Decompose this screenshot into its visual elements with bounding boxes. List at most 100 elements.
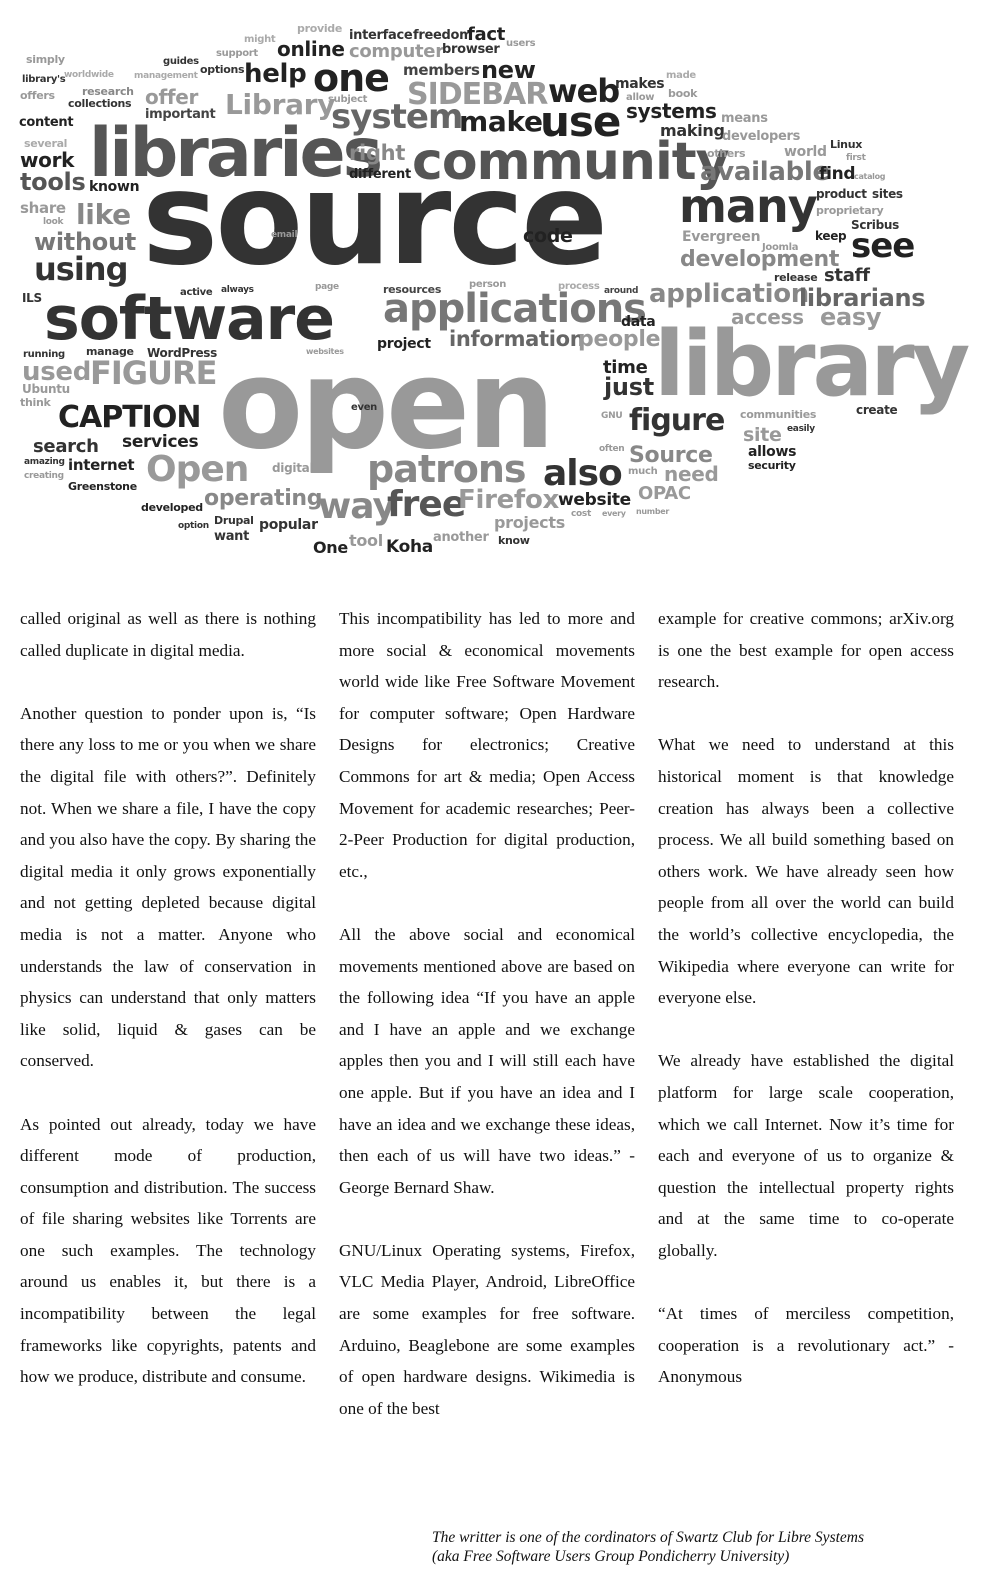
word-cloud-word: share xyxy=(20,199,66,217)
word-cloud-word: libraries xyxy=(89,114,381,193)
word-cloud-word: find xyxy=(819,164,855,184)
word-cloud-word: community xyxy=(412,132,729,192)
word-cloud-word: another xyxy=(433,530,489,545)
word-cloud-word: always xyxy=(221,285,254,295)
word-cloud-word: simply xyxy=(26,53,65,66)
word-cloud-word: browser xyxy=(442,42,500,57)
word-cloud-word: website xyxy=(558,490,631,510)
author-note: The writter is one of the cordinators of… xyxy=(432,1528,952,1566)
word-cloud-word: guides xyxy=(163,56,199,67)
word-cloud-word: Joomla xyxy=(761,242,798,253)
word-cloud-word: websites xyxy=(306,347,344,356)
word-cloud-word: security xyxy=(748,459,796,472)
word-cloud-word: catalog xyxy=(854,172,886,181)
word-cloud-word: Firefox xyxy=(458,485,560,515)
word-cloud-word: used xyxy=(22,357,91,387)
word-cloud-word: library xyxy=(654,312,970,417)
word-cloud-word: source xyxy=(142,145,605,294)
word-cloud-word: just xyxy=(603,373,654,401)
word-cloud-word: like xyxy=(76,198,131,231)
word-cloud-word: tools xyxy=(20,168,85,196)
word-cloud-word: Koha xyxy=(386,537,433,557)
word-cloud-word: product xyxy=(816,187,867,201)
word-cloud-word: right xyxy=(349,141,405,165)
word-cloud-word: available xyxy=(700,157,830,187)
word-cloud-word: known xyxy=(89,179,139,195)
word-cloud-word: librarians xyxy=(799,284,925,312)
paragraph: Another question to ponder upon is, “Is … xyxy=(20,703,316,1071)
word-cloud-word: might xyxy=(244,34,276,45)
word-cloud-word: much xyxy=(628,466,658,477)
word-cloud-word: think xyxy=(20,396,51,409)
word-cloud-word: site xyxy=(743,424,782,446)
word-cloud-word: often xyxy=(599,444,624,454)
word-cloud-word: systems xyxy=(626,99,717,123)
word-cloud-word: manage xyxy=(86,345,134,358)
word-cloud-word: amazing xyxy=(24,457,65,467)
word-cloud-word: fact xyxy=(467,24,506,45)
word-cloud-word: developers xyxy=(722,129,801,144)
word-cloud-word: need xyxy=(664,462,718,486)
word-cloud-word: even xyxy=(351,402,377,413)
paragraph: What we need to understand at this histo… xyxy=(658,735,954,1008)
paragraph: example for creative commons; arXiv.org … xyxy=(658,609,954,692)
word-cloud-word: interface xyxy=(349,28,413,43)
word-cloud-word: help xyxy=(244,59,306,89)
article-column-1: called original as well as there is noth… xyxy=(20,603,316,1393)
word-cloud-word: also xyxy=(543,453,622,494)
word-cloud-word: resources xyxy=(383,283,442,296)
word-cloud-word: means xyxy=(721,111,768,126)
word-cloud-word: offers xyxy=(20,89,56,102)
word-cloud-word: support xyxy=(216,48,258,59)
word-cloud-word: online xyxy=(277,37,345,61)
author-note-line: (aka Free Software Users Group Pondicher… xyxy=(432,1548,790,1565)
word-cloud-word: popular xyxy=(259,517,318,533)
word-cloud-word: access xyxy=(731,305,804,329)
word-cloud-word: makes xyxy=(615,76,664,92)
word-cloud-word: important xyxy=(145,107,215,122)
word-cloud-word: figure xyxy=(629,403,724,438)
word-cloud-word: worldwide xyxy=(64,70,114,80)
word-cloud-word: research xyxy=(82,85,134,98)
word-cloud-word: many xyxy=(679,179,818,233)
word-cloud-word: first xyxy=(846,153,867,163)
word-cloud-word: One xyxy=(313,538,348,557)
word-cloud-word: Library xyxy=(225,88,335,121)
word-cloud-word: time xyxy=(603,357,648,378)
word-cloud-word: several xyxy=(24,137,67,150)
word-cloud-word: number xyxy=(636,507,669,516)
word-cloud-word: cost xyxy=(571,509,592,519)
word-cloud-word: world xyxy=(784,144,827,160)
word-cloud-word: use xyxy=(540,97,620,146)
paragraph: GNU/Linux Operating systems, Firefox, VL… xyxy=(339,1240,635,1418)
word-cloud-word: keep xyxy=(815,229,847,243)
paragraph: “At times of merciless competition, coop… xyxy=(658,1304,954,1387)
word-cloud-word: management xyxy=(134,71,199,81)
word-cloud-word: one xyxy=(313,56,389,100)
word-cloud-word: see xyxy=(851,226,914,266)
word-cloud-word: free xyxy=(387,484,465,525)
word-cloud-word: options xyxy=(200,63,245,76)
word-cloud-word: allow xyxy=(626,92,654,103)
author-note-line: The writter is one of the cordinators of… xyxy=(432,1529,865,1546)
word-cloud-word: option xyxy=(178,521,209,531)
word-cloud-word: digital xyxy=(272,461,313,475)
word-cloud-word: running xyxy=(23,349,65,360)
paragraph: This incompatibility has led to more and… xyxy=(339,609,635,881)
word-cloud-word: application xyxy=(649,279,809,309)
word-cloud-word: GNU xyxy=(601,411,622,421)
word-cloud-word: OPAC xyxy=(638,483,691,504)
word-cloud-word: allows xyxy=(748,444,796,460)
word-cloud-word: offer xyxy=(145,85,199,109)
word-cloud-word: collections xyxy=(68,97,132,110)
word-cloud-word: computer xyxy=(349,41,444,62)
word-cloud-word: easy xyxy=(820,303,882,331)
word-cloud-word: web xyxy=(548,72,619,110)
article-column-3: example for creative commons; arXiv.org … xyxy=(658,603,954,1393)
word-cloud-word: Evergreen xyxy=(682,229,760,245)
word-cloud-word: work xyxy=(20,148,75,172)
word-cloud-word: projects xyxy=(494,513,565,532)
word-cloud-word: search xyxy=(33,436,99,457)
word-cloud-word: code xyxy=(523,225,573,247)
word-cloud-word: WordPress xyxy=(147,346,217,360)
